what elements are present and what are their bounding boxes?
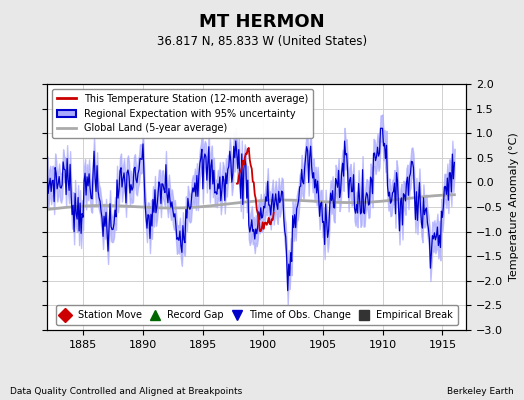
Text: 36.817 N, 85.833 W (United States): 36.817 N, 85.833 W (United States) xyxy=(157,36,367,48)
Text: Data Quality Controlled and Aligned at Breakpoints: Data Quality Controlled and Aligned at B… xyxy=(10,388,243,396)
Text: MT HERMON: MT HERMON xyxy=(199,13,325,31)
Text: Berkeley Earth: Berkeley Earth xyxy=(447,388,514,396)
Y-axis label: Temperature Anomaly (°C): Temperature Anomaly (°C) xyxy=(509,133,519,281)
Legend: Station Move, Record Gap, Time of Obs. Change, Empirical Break: Station Move, Record Gap, Time of Obs. C… xyxy=(56,306,458,325)
